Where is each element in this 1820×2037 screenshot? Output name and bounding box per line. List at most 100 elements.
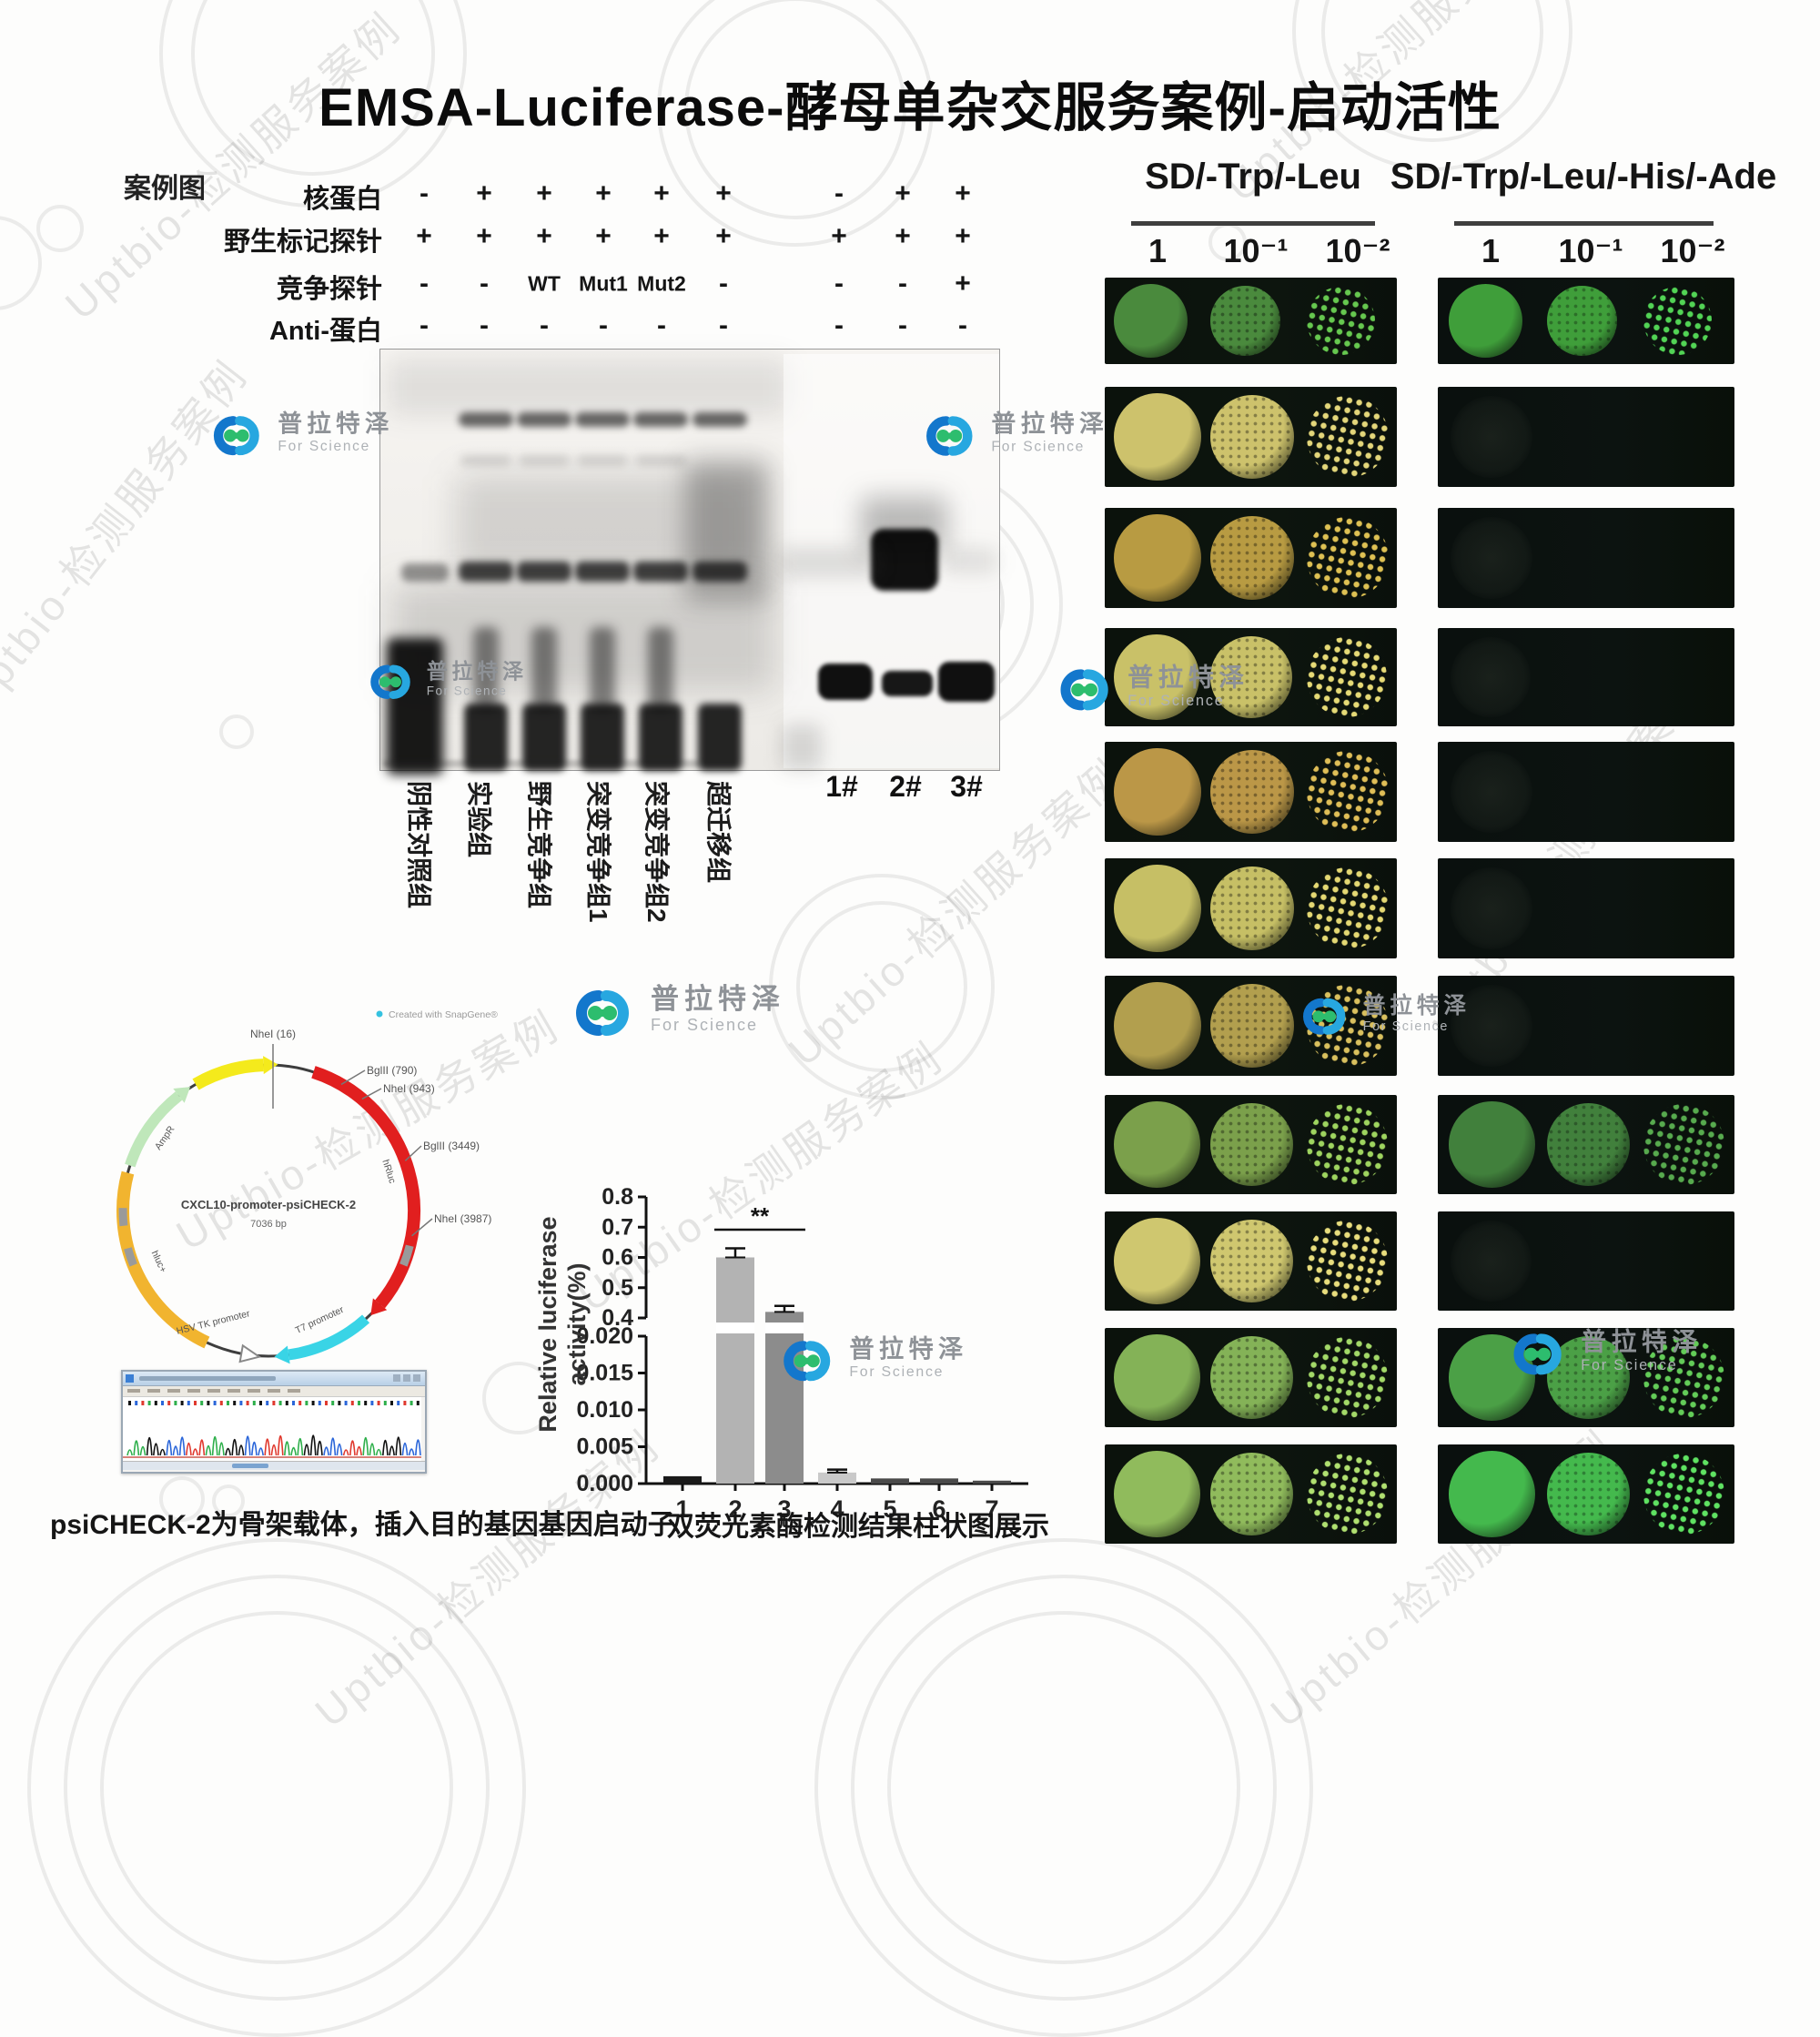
- condition-symbol: +: [536, 178, 552, 208]
- scroll-thumb: [232, 1464, 268, 1468]
- y-axis-tick-label: 0.6: [602, 1245, 633, 1271]
- condition-row-label: 野生标记探针: [223, 228, 382, 257]
- gel-band: [460, 456, 511, 465]
- luciferase-bar-chart: 0.8 0.7 0.6 0.5 0.4 0.020 0.015 0.010 0.005 0.000…: [523, 1170, 1046, 1543]
- y-axis-tick-label: 0.000: [576, 1471, 633, 1496]
- window-button: [413, 1374, 420, 1382]
- yeast-colony-cluster: [1299, 1212, 1396, 1310]
- lane-label: 突变竞争组1: [584, 781, 612, 923]
- plate-strip-right: [1438, 858, 1734, 958]
- gel-band: [590, 627, 615, 711]
- condition-symbol: Mut2: [637, 271, 686, 296]
- x-axis-tick-label: 2: [728, 1495, 742, 1523]
- condition-symbol: +: [653, 221, 670, 251]
- gel-band: [871, 529, 938, 591]
- gel-band: [818, 664, 873, 700]
- plasmid-feature-label: hRluc: [379, 1158, 398, 1184]
- bar: [765, 1312, 804, 1484]
- x-axis-tick-label: 5: [883, 1495, 896, 1523]
- yeast-spot: [1114, 748, 1201, 836]
- gel-band: [383, 760, 702, 767]
- plate-strip-right: [1438, 1095, 1734, 1194]
- condition-symbol: +: [955, 178, 971, 208]
- panel-underline: [1131, 221, 1375, 226]
- watermark-circle: [0, 216, 42, 310]
- yeast-spot: [1114, 1451, 1200, 1537]
- emsa-gel-image: [379, 349, 1000, 775]
- y-axis-title: activity(%): [563, 1262, 591, 1385]
- yeast-spot: [1114, 865, 1201, 952]
- condition-symbol: +: [653, 178, 670, 208]
- menu-streak: [147, 1389, 160, 1393]
- chromatogram-trace: [123, 1397, 421, 1461]
- condition-symbol: -: [958, 310, 967, 340]
- window-icon: [126, 1374, 134, 1383]
- brand-logo-tagline: For Science: [651, 1016, 759, 1034]
- dilution-label: 1: [1148, 232, 1168, 269]
- plate-strip-right: [1438, 628, 1734, 726]
- yeast-colony-cluster: [1299, 629, 1395, 725]
- yeast-spot: [1114, 1101, 1200, 1188]
- yeast-colony-cluster: [1635, 1329, 1733, 1426]
- plasmid-size: 7036 bp: [250, 1219, 287, 1230]
- plate-strip-right: [1438, 508, 1734, 608]
- condition-symbol: -: [898, 269, 907, 299]
- lane-label: 突变竞争组2: [642, 781, 671, 923]
- gel-band: [517, 562, 571, 582]
- yeast-spot-faint: [1451, 637, 1531, 717]
- yeast-colony-cluster: [1299, 1096, 1396, 1193]
- yeast-colony-cluster: [1300, 280, 1381, 361]
- plasmid-caption: psiCHECK-2为骨架载体，插入目的基因基因启动子: [50, 1510, 675, 1540]
- condition-symbol: -: [657, 310, 666, 340]
- x-axis-tick-label: 3: [777, 1495, 791, 1523]
- window-button: [393, 1374, 400, 1382]
- window-status-bar: [123, 1461, 425, 1470]
- lane-number-label: 1#: [825, 770, 858, 803]
- plate-strip-left: [1105, 742, 1397, 842]
- plate-strip-right: [1438, 742, 1734, 842]
- yeast-spot: [1547, 286, 1617, 356]
- yeast-spot: [1547, 1453, 1630, 1535]
- plate-strip-left: [1105, 1328, 1397, 1427]
- gel-band: [882, 671, 933, 696]
- x-axis-tick-label: 1: [675, 1495, 689, 1523]
- gel-band: [698, 704, 742, 771]
- lane-label: 阴性对照组: [405, 781, 433, 909]
- yeast-colony-cluster: [1299, 1329, 1396, 1426]
- gel-band: [387, 638, 443, 775]
- plasmid-feature-label: HSV TK promoter: [176, 1308, 252, 1337]
- gel-band: [575, 412, 630, 427]
- condition-symbol: +: [715, 221, 732, 251]
- restriction-site-label: NheI (943): [383, 1082, 435, 1095]
- yeast-colony-cluster: [1635, 1445, 1733, 1543]
- restriction-site-label: NheI (3987): [434, 1212, 491, 1225]
- gel-band: [581, 704, 624, 771]
- window-menu-bar: [123, 1386, 425, 1397]
- gel-band: [392, 583, 774, 691]
- window-button: [403, 1374, 410, 1382]
- brand-logo-name: 普拉特泽: [991, 410, 1109, 438]
- condition-row-label: 竞争探针: [276, 275, 382, 304]
- plasmid-name: CXCL10-promoter-psiCHECK-2: [181, 1198, 356, 1211]
- y-axis-tick-label: 0.020: [576, 1323, 633, 1349]
- watermark-circle: [769, 874, 995, 1100]
- menu-streak: [248, 1389, 260, 1393]
- condition-symbol: +: [955, 269, 971, 299]
- yeast-spot-faint: [1451, 1221, 1532, 1302]
- yeast-spot-faint: [1451, 867, 1532, 949]
- plate-strip-left: [1105, 508, 1397, 608]
- yeast-spot-faint: [1451, 751, 1532, 833]
- plate-strip-left: [1105, 1095, 1397, 1194]
- condition-symbol: -: [719, 310, 728, 340]
- significance-marker: **: [751, 1202, 770, 1230]
- menu-streak: [288, 1389, 300, 1393]
- yeast-colony-cluster: [1299, 743, 1397, 841]
- yeast-spot: [1449, 1451, 1535, 1537]
- yeast-spot: [1210, 636, 1292, 718]
- bar: [663, 1475, 702, 1484]
- menu-streak: [207, 1389, 220, 1393]
- gel-band: [575, 562, 630, 582]
- yeast-spot: [1210, 516, 1294, 600]
- plate-strip-left: [1105, 387, 1397, 487]
- bar: [818, 1472, 856, 1484]
